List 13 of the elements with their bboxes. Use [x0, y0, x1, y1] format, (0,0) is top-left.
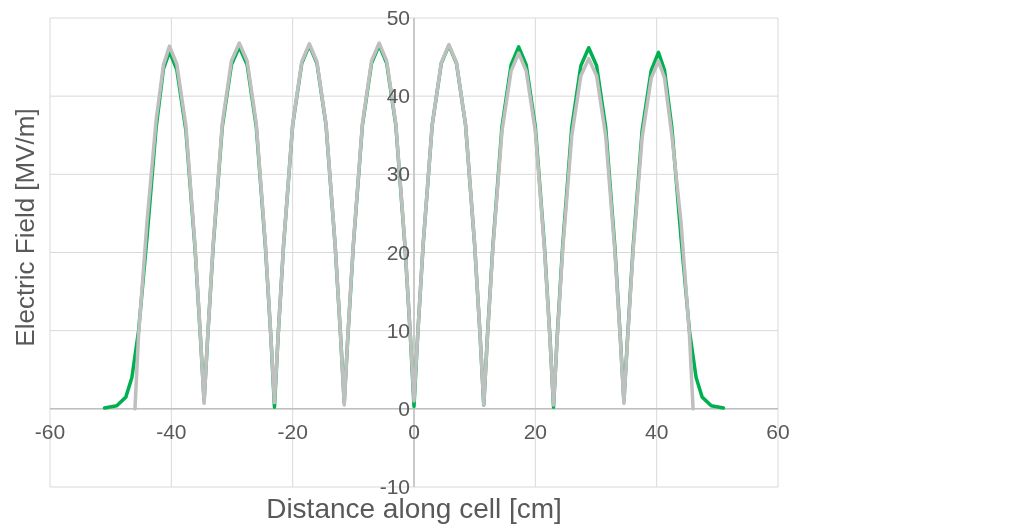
x-tick-label: -20 — [277, 419, 308, 443]
x-tick-label: 60 — [766, 419, 790, 443]
y-tick-label: 10 — [386, 318, 410, 342]
y-tick-label: 20 — [386, 240, 410, 264]
x-tick-label: -40 — [156, 419, 187, 443]
y-axis-title: Electric Field [MV/m] — [10, 108, 40, 347]
x-tick-label: 40 — [644, 419, 669, 443]
y-tick-label: 50 — [386, 6, 410, 29]
y-tick-label: 40 — [386, 84, 410, 108]
x-tick-label: -60 — [34, 419, 66, 443]
x-tick-label: 20 — [523, 419, 548, 443]
y-tick-label: 0 — [398, 396, 410, 420]
y-tick-label: 30 — [386, 162, 410, 186]
